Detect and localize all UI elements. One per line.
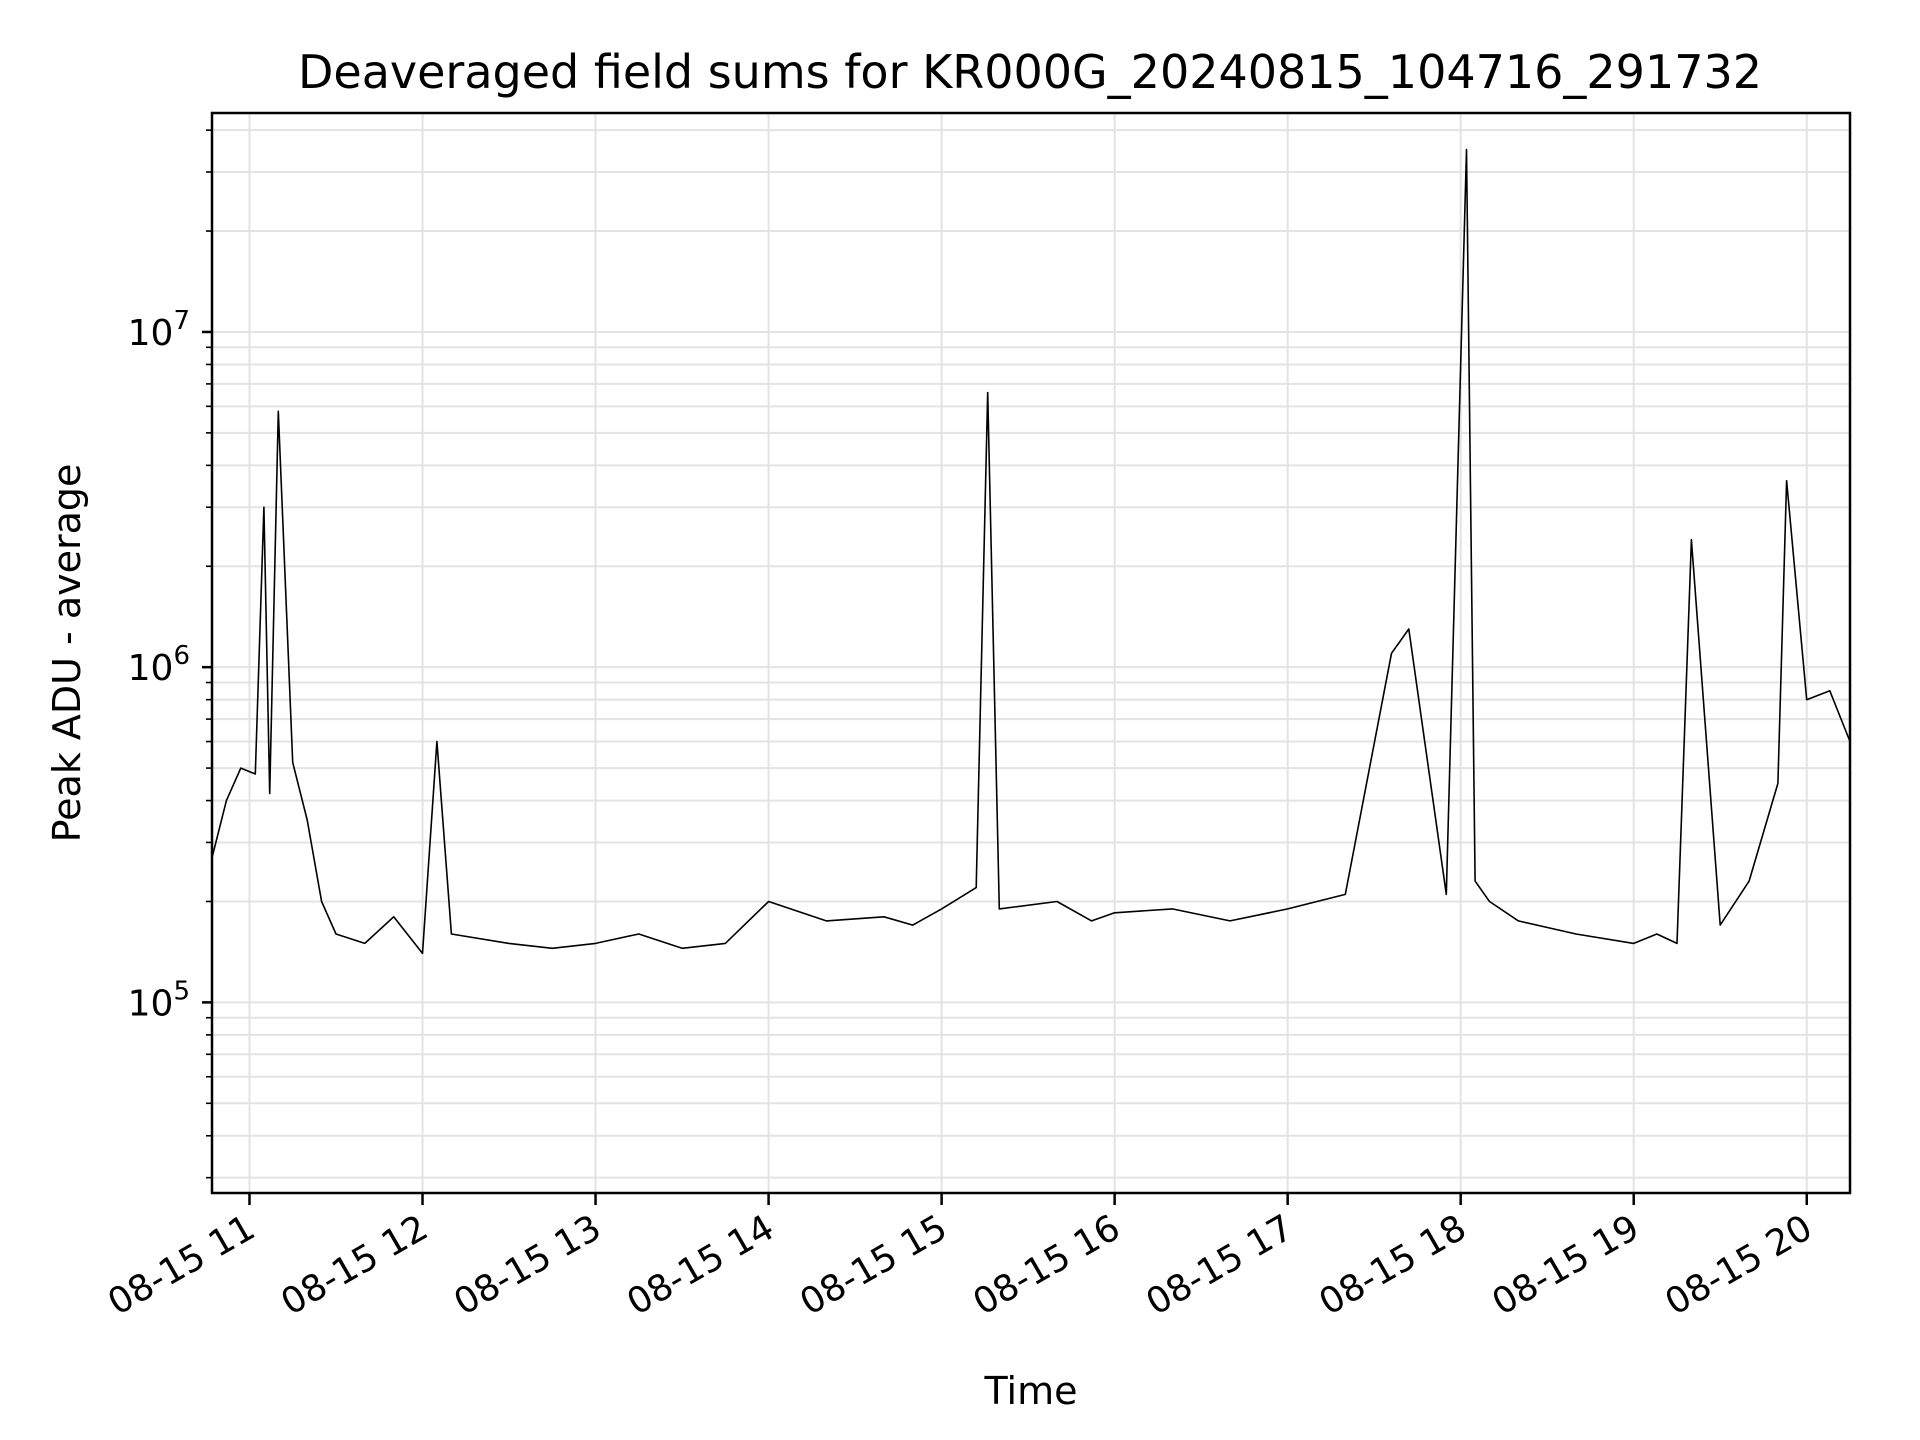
data-series-line xyxy=(211,148,1851,955)
x-tick-label: 08-15 13 xyxy=(447,1207,608,1323)
x-tick-label: 08-15 15 xyxy=(793,1207,954,1323)
x-axis: 08-15 11 08-15 12 08-15 13 08-15 14 08-15 15… xyxy=(101,1193,1819,1324)
y-tick-label: 105 xyxy=(128,976,190,1024)
y-tick-label: 106 xyxy=(128,641,190,689)
x-tick-label: 08-15 20 xyxy=(1659,1207,1820,1323)
x-tick-label: 08-15 18 xyxy=(1313,1207,1474,1323)
x-tick-label: 08-15 12 xyxy=(274,1207,435,1323)
y-axis: 105 106 107 xyxy=(128,129,212,1179)
y-tick-label: 107 xyxy=(128,306,190,354)
x-tick-label: 08-15 16 xyxy=(966,1207,1127,1323)
x-axis-label: Time xyxy=(984,1369,1078,1413)
chart-title: Deaveraged field sums for KR000G_2024081… xyxy=(298,45,1762,99)
grid xyxy=(212,113,1850,1193)
x-tick-label: 08-15 17 xyxy=(1139,1207,1300,1323)
x-tick-label: 08-15 19 xyxy=(1486,1207,1647,1323)
x-tick-label: 08-15 11 xyxy=(101,1207,262,1323)
plot-area xyxy=(211,148,1851,955)
y-axis-label: Peak ADU - average xyxy=(45,464,89,843)
plot-frame xyxy=(210,111,1852,1195)
x-tick-label: 08-15 14 xyxy=(620,1207,781,1323)
